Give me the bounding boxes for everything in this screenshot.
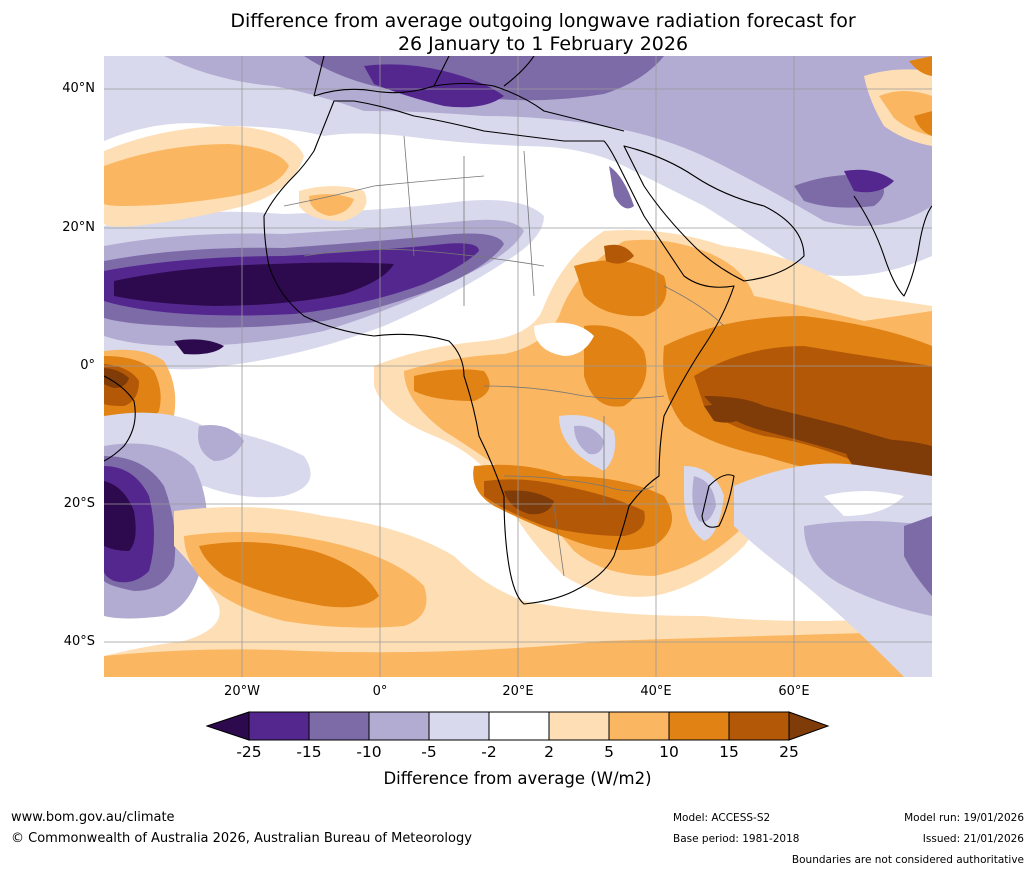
lon-label-60e: 60°E — [778, 684, 810, 699]
lat-label-20n: 20°N — [62, 220, 95, 235]
anomaly-atlantic-band — [104, 200, 544, 370]
colorbar-segment — [368, 711, 430, 741]
colorbar-segment — [428, 711, 490, 741]
colorbar-segment — [668, 711, 730, 741]
footer-base-period: Base period: 1981-2018 — [673, 833, 800, 845]
colorbar-tick: -15 — [296, 743, 322, 761]
lon-label-0: 0° — [372, 684, 388, 699]
footer-model: Model: ACCESS-S2 — [673, 812, 771, 824]
footer-url[interactable]: www.bom.gov.au/climate — [11, 810, 175, 825]
colorbar-tick: -25 — [236, 743, 262, 761]
coastlines — [104, 56, 932, 605]
anomaly-south-atlantic-negative — [104, 412, 311, 619]
colorbar-segment — [548, 711, 610, 741]
anomaly-northeast-positive — [864, 56, 932, 146]
footer-copyright: © Commonwealth of Australia 2026, Austra… — [11, 831, 472, 846]
footer-disclaimer: Boundaries are not considered authoritat… — [791, 854, 1024, 866]
colorbar-segment — [608, 711, 670, 741]
colorbar-segment — [248, 711, 310, 741]
lat-label-40s: 40°S — [63, 634, 95, 649]
lon-label-20e: 20°E — [502, 684, 534, 699]
colorbar-segment — [488, 711, 550, 741]
lon-label-40e: 40°E — [640, 684, 672, 699]
olr-anomaly-map — [104, 56, 932, 677]
title-line-1: Difference from average outgoing longwav… — [230, 10, 856, 32]
colorbar-tick: -5 — [421, 743, 437, 761]
colorbar-segment — [728, 711, 790, 741]
colorbar-tick: 5 — [604, 743, 614, 761]
footer-issued: Issued: 21/01/2026 — [922, 833, 1024, 845]
lat-label-0: 0° — [80, 358, 95, 373]
colorbar-arrow-low — [206, 711, 250, 741]
colorbar — [206, 711, 830, 741]
lat-label-20s: 20°S — [63, 496, 95, 511]
lon-label-20w: 20°W — [224, 684, 260, 699]
colorbar-segment — [308, 711, 370, 741]
colorbar-tick: -10 — [356, 743, 382, 761]
colorbar-arrow-high — [788, 711, 830, 741]
colorbar-title: Difference from average (W/m2) — [383, 769, 652, 788]
country-borders — [283, 135, 725, 577]
title-line-2: 26 January to 1 February 2026 — [397, 33, 689, 55]
lat-label-40n: 40°N — [62, 81, 95, 96]
chart-title: Difference from average outgoing longwav… — [0, 10, 1035, 56]
colorbar-tick: 15 — [719, 743, 739, 761]
colorbar-tick: -2 — [481, 743, 497, 761]
colorbar-tick: 2 — [544, 743, 554, 761]
anomaly-north-atlantic-positive — [104, 126, 367, 227]
colorbar-tick: 25 — [779, 743, 799, 761]
map-gridlines — [104, 56, 932, 677]
colorbar-tick: 10 — [659, 743, 679, 761]
anomaly-east-africa-negative — [534, 322, 932, 677]
footer-model-run: Model run: 19/01/2026 — [904, 812, 1024, 824]
